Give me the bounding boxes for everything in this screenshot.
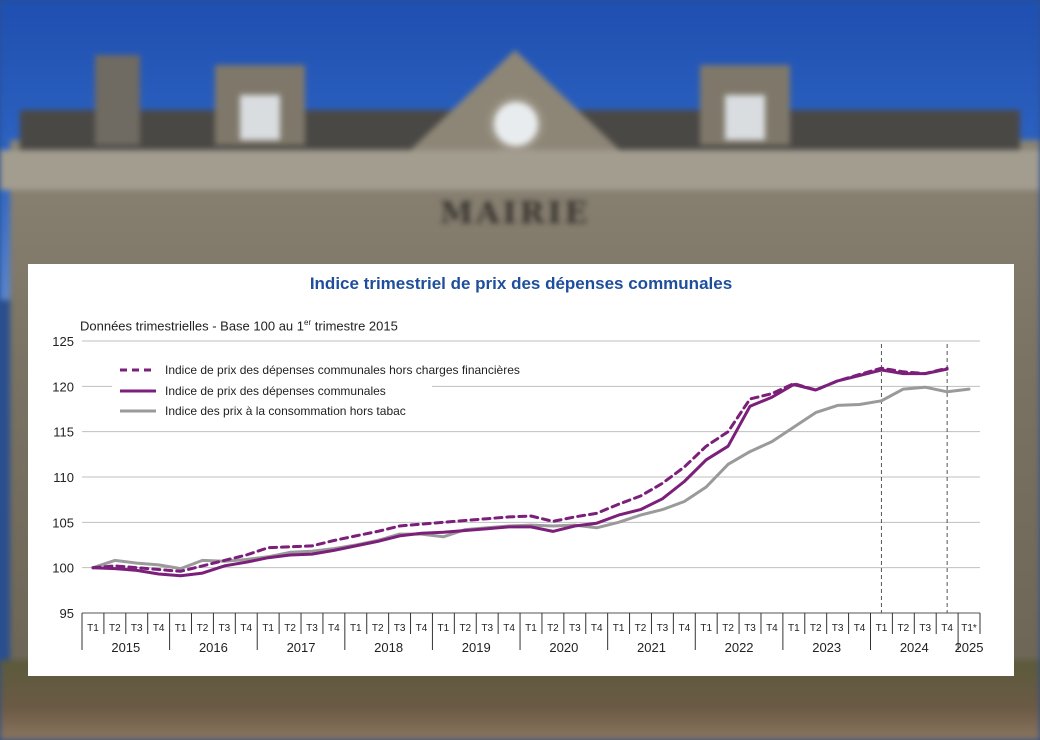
quarter-label: T2	[459, 623, 471, 634]
quarter-label: T3	[481, 623, 493, 634]
quarter-label: T2	[109, 623, 121, 634]
y-tick-label-100: 100	[52, 561, 74, 576]
chart-title: Indice trimestriel de prix des dépenses …	[309, 274, 733, 293]
y-tick-label-110: 110	[53, 470, 74, 485]
round-window	[488, 96, 544, 152]
year-label-2024: 2024	[900, 640, 929, 655]
series-line-3	[91, 385, 971, 571]
quarter-label: T3	[657, 623, 669, 634]
dormer-right	[700, 65, 790, 145]
series-line-1	[91, 366, 949, 573]
legend-bg-3	[112, 400, 432, 420]
quarter-label: T1	[788, 623, 800, 634]
quarter-label: T3	[569, 623, 581, 634]
year-label-2015: 2015	[111, 640, 140, 655]
year-label-2019: 2019	[462, 640, 491, 655]
chart-card: Indice trimestriel de prix des dépenses …	[28, 264, 1014, 676]
dormer-left	[215, 65, 305, 145]
quarter-label: T4	[678, 623, 690, 634]
legend-label-3: Indice des prix à la consommation hors t…	[165, 404, 406, 418]
line-chart: 95 100 105 110 115 120 125 T1 T2 T3 T4 T1 T2 T3 T4 T1 T2…	[52, 334, 984, 655]
legend-label-2: Indice de prix des dépenses communales	[165, 384, 386, 398]
quarter-label: T4	[591, 623, 603, 634]
year-label-2020: 2020	[549, 640, 578, 655]
y-tick-label-125: 125	[52, 334, 74, 349]
quarter-label: T3	[306, 623, 318, 634]
y-tick-label-105: 105	[52, 515, 74, 530]
quarter-label: T1	[87, 623, 99, 634]
quarter-label: T4	[503, 623, 515, 634]
quarter-label: T4	[416, 623, 428, 634]
quarter-label: T4	[941, 623, 953, 634]
legend-label-1: Indice de prix des dépenses communales h…	[165, 363, 520, 377]
year-label-2022: 2022	[725, 640, 754, 655]
quarter-label: T4	[240, 623, 252, 634]
quarter-label: T2	[197, 623, 209, 634]
quarter-label: T1	[438, 623, 450, 634]
quarter-label: T1	[876, 623, 888, 634]
year-label-2025: 2025	[955, 640, 984, 655]
quarter-label: T3	[919, 623, 931, 634]
quarter-label: T1	[525, 623, 537, 634]
y-tick-label-95: 95	[60, 606, 74, 621]
quarter-label: T2	[810, 623, 822, 634]
quarter-label: T2	[898, 623, 910, 634]
quarter-label: T3	[832, 623, 844, 634]
y-tick-label-120: 120	[52, 379, 74, 394]
year-label-2017: 2017	[287, 640, 316, 655]
quarter-label: T4	[766, 623, 778, 634]
year-label-2021: 2021	[637, 640, 666, 655]
quarter-label: T2	[547, 623, 559, 634]
quarter-label: T2	[635, 623, 647, 634]
quarter-label: T3	[744, 623, 756, 634]
quarter-label: T1	[613, 623, 625, 634]
y-tick-label-115: 115	[53, 425, 74, 440]
mairie-sign: MAIRIE	[440, 196, 591, 231]
legend-bg-1	[112, 359, 552, 379]
chart-subtitle: Données trimestrielles - Base 100 au 1er…	[80, 318, 398, 334]
legend-bg-2	[112, 380, 432, 400]
quarter-label: T1	[262, 623, 274, 634]
quarter-label: T2	[722, 623, 734, 634]
year-label-2023: 2023	[812, 640, 841, 655]
quarter-label: T2	[372, 623, 384, 634]
quarter-label: T4	[328, 623, 340, 634]
year-label-2016: 2016	[199, 640, 228, 655]
quarter-label: T4	[153, 623, 165, 634]
quarter-label: T3	[394, 623, 406, 634]
year-label-2018: 2018	[374, 640, 403, 655]
quarter-label: T4	[854, 623, 866, 634]
cornice	[0, 150, 1040, 190]
quarter-label: T1*	[961, 623, 977, 634]
quarter-label: T1	[175, 623, 187, 634]
quarter-label: T1	[700, 623, 712, 634]
quarter-label: T3	[131, 623, 143, 634]
series-line-2	[91, 367, 949, 578]
quarter-label: T2	[284, 623, 296, 634]
quarter-label: T1	[350, 623, 362, 634]
chimney	[95, 55, 140, 145]
quarter-label: T3	[219, 623, 231, 634]
